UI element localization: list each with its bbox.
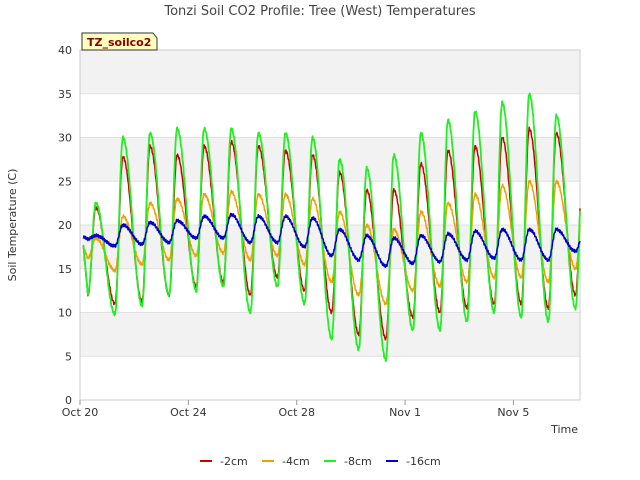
y-tick-label: 35 [58, 88, 72, 101]
y-tick-label: 15 [58, 263, 72, 276]
legend-label: -8cm [344, 455, 372, 468]
y-tick-label: 5 [65, 350, 72, 363]
y-tick-label: 0 [65, 394, 72, 407]
x-axis-label: Time [550, 423, 578, 436]
dataset-badge: TZ_soilco2 [81, 32, 158, 51]
y-tick-label: 30 [58, 132, 72, 145]
x-tick-label: Nov 5 [497, 406, 529, 419]
grid-band [80, 50, 580, 94]
x-tick-label: Oct 20 [62, 406, 99, 419]
series-lines [82, 92, 581, 363]
legend-label: -4cm [282, 455, 310, 468]
y-axis-label: Soil Temperature (C) [6, 169, 19, 282]
x-tick-label: Nov 1 [389, 406, 421, 419]
chart-title: Tonzi Soil CO2 Profile: Tree (West) Temp… [163, 4, 476, 19]
series-line-minus-16cm [82, 212, 581, 269]
legend-label: -2cm [220, 455, 248, 468]
legend-label: -16cm [406, 455, 441, 468]
x-axis-ticks: Oct 20 Oct 24 Oct 28 Nov 1 Nov 5 [62, 400, 529, 419]
x-tick-label: Oct 28 [278, 406, 315, 419]
y-tick-label: 10 [58, 307, 72, 320]
legend: -2cm -4cm -8cm -16cm [200, 455, 441, 468]
y-tick-label: 20 [58, 219, 72, 232]
y-axis-ticks: 0 5 10 15 20 25 30 35 40 [58, 44, 72, 407]
y-tick-label: 40 [58, 44, 72, 57]
badge-label: TZ_soilco2 [87, 36, 151, 49]
grid-band [80, 137, 580, 182]
x-tick-label: Oct 24 [170, 406, 207, 419]
y-tick-label: 25 [58, 175, 72, 188]
